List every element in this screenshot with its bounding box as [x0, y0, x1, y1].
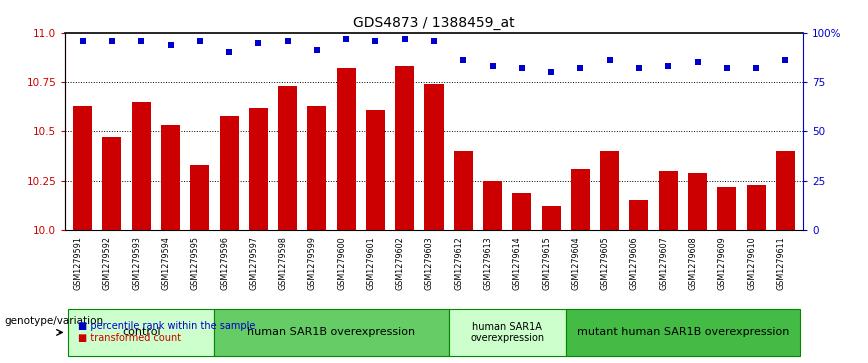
Point	[720, 65, 733, 71]
Text: GSM1279607: GSM1279607	[659, 236, 668, 290]
Text: mutant human SAR1B overexpression: mutant human SAR1B overexpression	[576, 327, 789, 337]
Bar	[278, 86, 297, 230]
Text: control: control	[122, 327, 161, 337]
Point	[457, 57, 470, 63]
Point	[222, 49, 236, 55]
Bar	[249, 108, 268, 230]
Bar	[132, 102, 151, 230]
Bar	[449, 309, 566, 356]
Bar	[566, 309, 800, 356]
Bar	[102, 137, 122, 230]
Bar	[776, 151, 795, 230]
Text: GSM1279605: GSM1279605	[601, 236, 609, 290]
Text: GSM1279611: GSM1279611	[776, 236, 786, 290]
Text: GSM1279614: GSM1279614	[513, 236, 522, 290]
Bar	[600, 151, 619, 230]
Text: GSM1279599: GSM1279599	[308, 236, 317, 290]
Text: GSM1279604: GSM1279604	[571, 236, 581, 290]
Bar	[717, 187, 736, 230]
Text: GSM1279591: GSM1279591	[74, 236, 82, 290]
Point	[602, 57, 616, 63]
Bar	[629, 200, 648, 230]
Point	[369, 38, 383, 44]
Text: GSM1279592: GSM1279592	[103, 236, 112, 290]
Text: human SAR1A
overexpression: human SAR1A overexpression	[470, 322, 544, 343]
Point	[661, 63, 675, 69]
Bar	[68, 309, 214, 356]
Bar	[688, 173, 707, 230]
Bar	[571, 169, 590, 230]
Point	[749, 65, 763, 71]
Point	[163, 42, 177, 48]
Point	[779, 57, 792, 63]
Title: GDS4873 / 1388459_at: GDS4873 / 1388459_at	[353, 16, 515, 30]
Point	[427, 38, 441, 44]
Text: GSM1279602: GSM1279602	[396, 236, 404, 290]
Point	[105, 38, 119, 44]
Text: human SAR1B overexpression: human SAR1B overexpression	[247, 327, 416, 337]
Text: GSM1279610: GSM1279610	[747, 236, 756, 290]
Text: GSM1279601: GSM1279601	[366, 236, 376, 290]
Text: GSM1279600: GSM1279600	[337, 236, 346, 290]
Text: GSM1279595: GSM1279595	[191, 236, 200, 290]
Point	[339, 36, 353, 41]
Bar	[214, 309, 449, 356]
Point	[632, 65, 646, 71]
Bar	[220, 115, 239, 230]
Bar	[395, 66, 414, 230]
Point	[76, 38, 89, 44]
Bar	[542, 207, 561, 230]
Point	[135, 38, 148, 44]
Bar	[512, 193, 531, 230]
Bar	[424, 84, 444, 230]
Bar	[483, 181, 502, 230]
Bar	[746, 185, 766, 230]
Text: ■ percentile rank within the sample: ■ percentile rank within the sample	[78, 321, 255, 331]
Text: GSM1279597: GSM1279597	[249, 236, 259, 290]
Point	[544, 69, 558, 75]
Bar	[454, 151, 473, 230]
Text: GSM1279598: GSM1279598	[279, 236, 287, 290]
Text: GSM1279606: GSM1279606	[630, 236, 639, 290]
Bar	[366, 110, 385, 230]
Point	[485, 63, 499, 69]
Bar	[307, 106, 326, 230]
Text: ■ transformed count: ■ transformed count	[78, 333, 181, 343]
Text: GSM1279613: GSM1279613	[483, 236, 492, 290]
Text: GSM1279593: GSM1279593	[132, 236, 141, 290]
Bar	[161, 126, 180, 230]
Point	[515, 65, 529, 71]
Bar	[659, 171, 678, 230]
Text: GSM1279608: GSM1279608	[688, 236, 698, 290]
Point	[193, 38, 207, 44]
Point	[280, 38, 294, 44]
Text: GSM1279603: GSM1279603	[425, 236, 434, 290]
Text: GSM1279596: GSM1279596	[220, 236, 229, 290]
Text: GSM1279615: GSM1279615	[542, 236, 551, 290]
Text: GSM1279612: GSM1279612	[454, 236, 464, 290]
Bar	[73, 106, 92, 230]
Text: genotype/variation: genotype/variation	[4, 316, 103, 326]
Point	[398, 36, 411, 41]
Bar	[190, 165, 209, 230]
Point	[310, 48, 324, 53]
Point	[252, 40, 266, 45]
Text: GSM1279594: GSM1279594	[161, 236, 170, 290]
Point	[691, 60, 705, 65]
Bar	[337, 68, 356, 230]
Text: GSM1279609: GSM1279609	[718, 236, 727, 290]
Point	[574, 65, 588, 71]
